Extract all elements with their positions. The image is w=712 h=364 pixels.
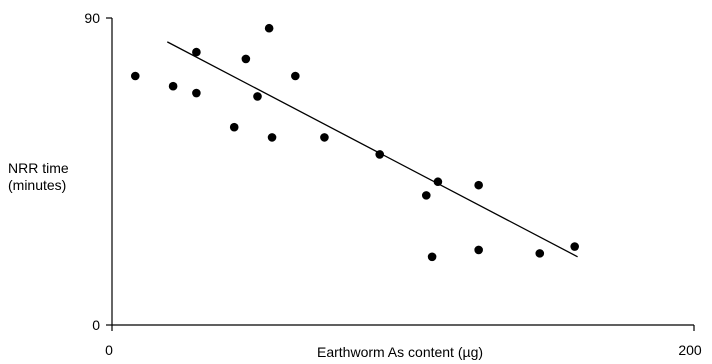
- data-point: [433, 177, 443, 187]
- y-axis-label-line-2: (minutes): [8, 177, 66, 193]
- data-point: [421, 191, 431, 200]
- data-point: [229, 122, 239, 132]
- axes: [111, 18, 694, 326]
- data-point: [427, 252, 437, 262]
- y-tick-label: 90: [84, 10, 100, 26]
- data-point: [192, 88, 201, 98]
- data-points: [130, 23, 579, 262]
- y-tick-label: 0: [92, 317, 100, 333]
- data-point: [570, 242, 579, 251]
- data-point: [192, 47, 201, 57]
- data-point: [168, 81, 178, 91]
- data-point: [253, 92, 262, 101]
- axis-ticks: 0 90 0 200: [84, 10, 701, 358]
- data-point: [320, 133, 329, 142]
- data-point: [291, 71, 300, 81]
- data-point: [241, 54, 251, 64]
- x-tick-label: 0: [105, 342, 113, 358]
- y-axis-label-line-1: NRR time: [8, 160, 69, 176]
- x-axis-label: Earthworm As content (µg): [317, 344, 483, 360]
- trend-line: [166, 41, 578, 258]
- data-point: [130, 71, 140, 81]
- data-point: [535, 249, 545, 258]
- x-tick-label: 200: [678, 342, 702, 358]
- data-point: [264, 23, 274, 33]
- data-point: [375, 150, 385, 159]
- data-point: [474, 245, 483, 255]
- data-point: [267, 133, 277, 142]
- y-axis-label: NRR time (minutes): [8, 160, 69, 193]
- data-point: [474, 180, 483, 190]
